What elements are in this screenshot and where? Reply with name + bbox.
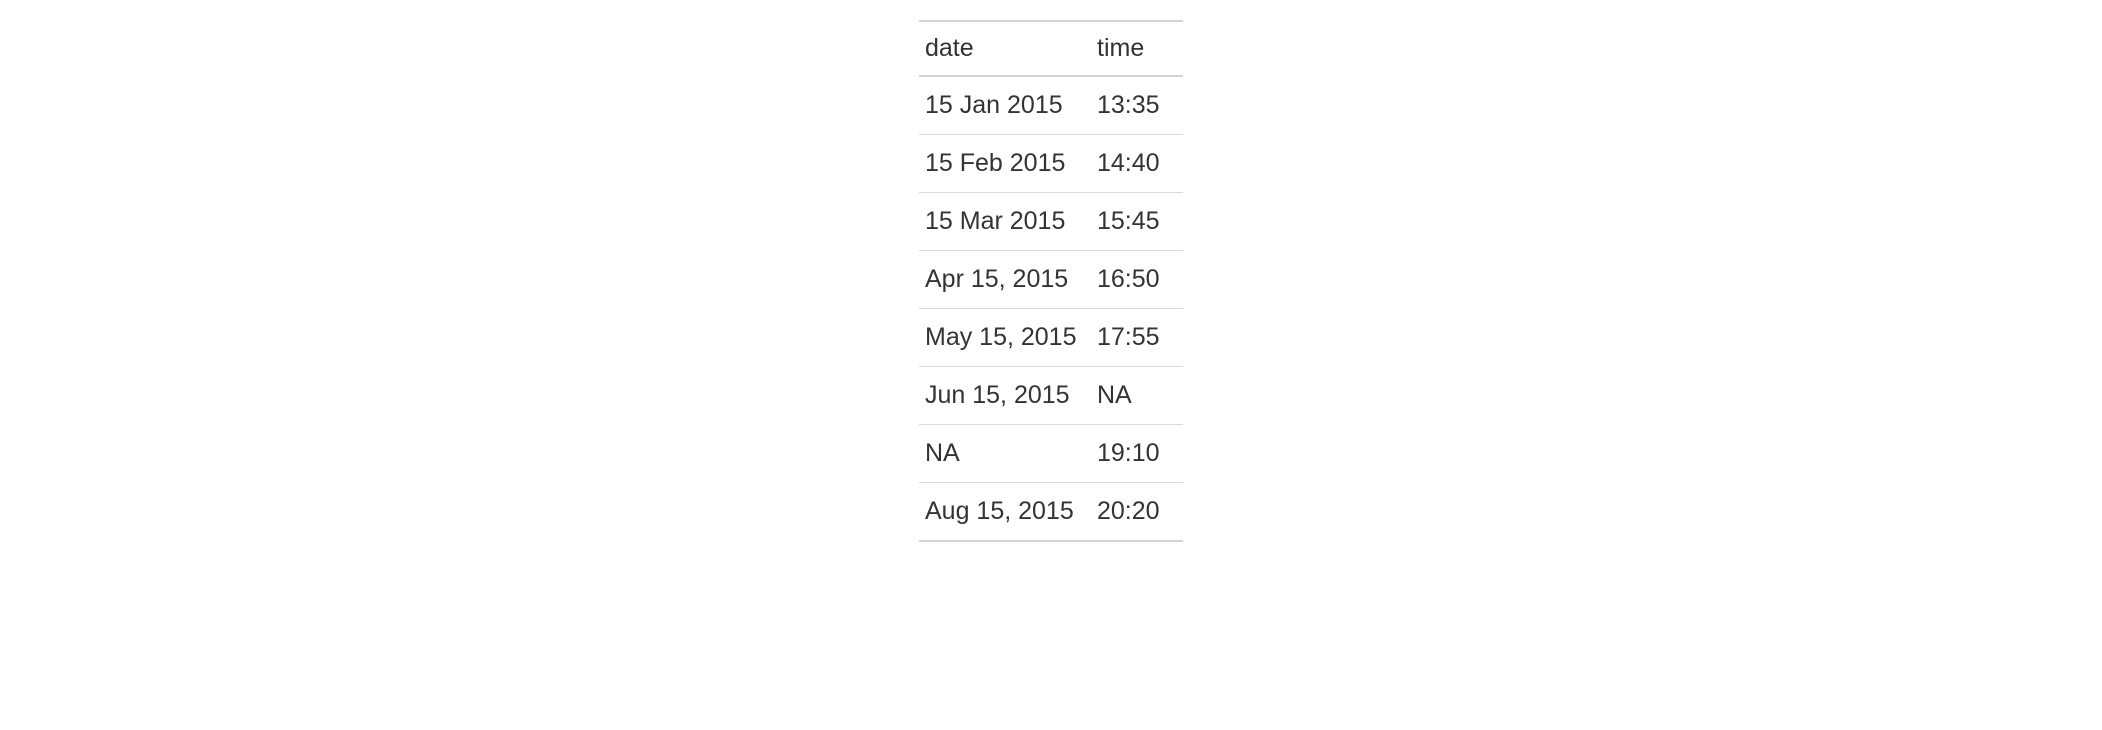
cell-time: 13:35 [1091, 76, 1183, 135]
cell-time: 19:10 [1091, 425, 1183, 483]
cell-time: 14:40 [1091, 135, 1183, 193]
table-row: 15 Feb 2015 14:40 [919, 135, 1183, 193]
table-row: Aug 15, 2015 20:20 [919, 483, 1183, 542]
cell-time: 20:20 [1091, 483, 1183, 542]
table-row: Jun 15, 2015 NA [919, 367, 1183, 425]
cell-date: Jun 15, 2015 [919, 367, 1091, 425]
table-row: May 15, 2015 17:55 [919, 309, 1183, 367]
data-table-container: date time 15 Jan 2015 13:35 15 Feb 2015 … [919, 20, 1183, 542]
cell-date: 15 Jan 2015 [919, 76, 1091, 135]
column-header-time: time [1091, 21, 1183, 76]
table-row: Apr 15, 2015 16:50 [919, 251, 1183, 309]
cell-time: 15:45 [1091, 193, 1183, 251]
cell-time: NA [1091, 367, 1183, 425]
data-table: date time 15 Jan 2015 13:35 15 Feb 2015 … [919, 20, 1183, 542]
cell-time: 17:55 [1091, 309, 1183, 367]
table-row: 15 Jan 2015 13:35 [919, 76, 1183, 135]
cell-time: 16:50 [1091, 251, 1183, 309]
table-row: 15 Mar 2015 15:45 [919, 193, 1183, 251]
cell-date: 15 Mar 2015 [919, 193, 1091, 251]
column-header-date: date [919, 21, 1091, 76]
cell-date: 15 Feb 2015 [919, 135, 1091, 193]
table-row: NA 19:10 [919, 425, 1183, 483]
table-header-row: date time [919, 21, 1183, 76]
cell-date: May 15, 2015 [919, 309, 1091, 367]
cell-date: Apr 15, 2015 [919, 251, 1091, 309]
cell-date: Aug 15, 2015 [919, 483, 1091, 542]
cell-date: NA [919, 425, 1091, 483]
